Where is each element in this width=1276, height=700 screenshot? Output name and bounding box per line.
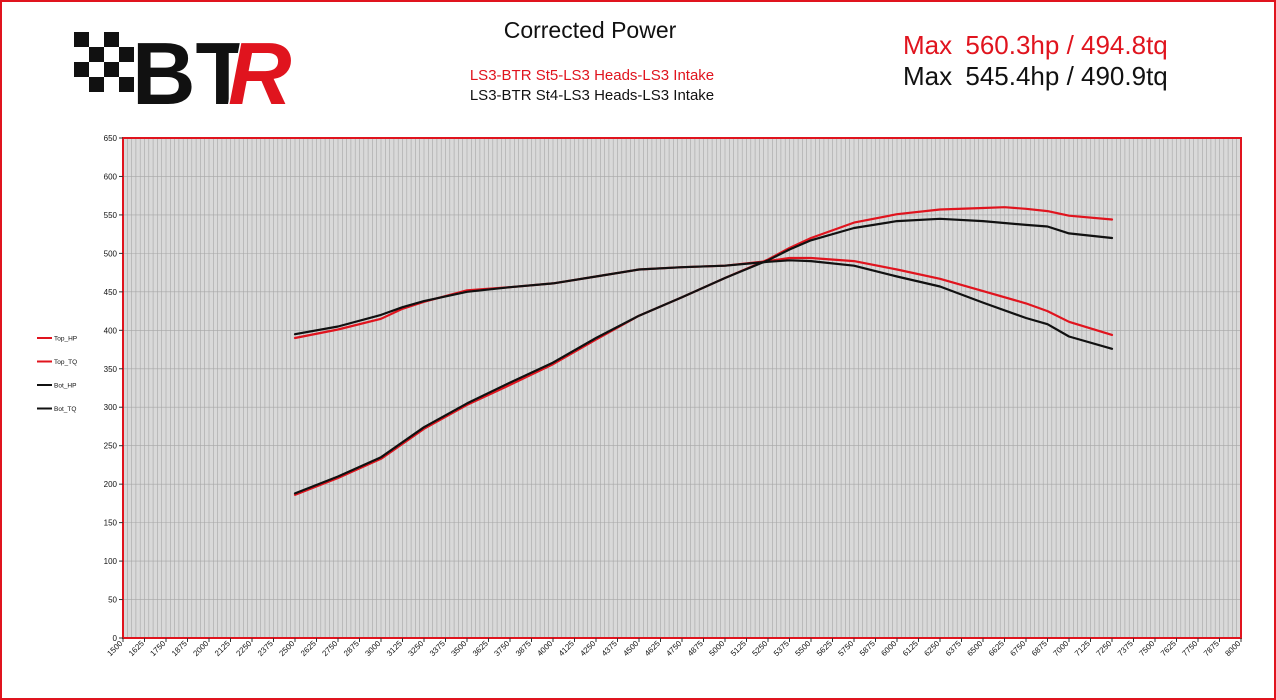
x-tick-label: 3125 (385, 639, 404, 658)
x-tick-label: 2375 (256, 639, 275, 658)
max-bottom-label: Max (903, 61, 953, 91)
x-tick-label: 2000 (191, 639, 210, 658)
x-tick-label: 3250 (406, 639, 425, 658)
legend-label: Top_HP (54, 336, 77, 343)
series-line-bot-tq (293, 259, 1114, 350)
x-tick-label: 6375 (944, 639, 963, 658)
y-tick-label: 300 (104, 403, 118, 412)
y-tick-label: 650 (104, 134, 118, 143)
y-tick-label: 350 (104, 365, 118, 374)
gridlines (122, 137, 1242, 639)
x-tick-label: 1875 (170, 639, 189, 658)
x-tick-label: 1500 (105, 639, 124, 658)
y-tick-label: 550 (104, 211, 118, 220)
x-tick-label: 7625 (1159, 639, 1178, 658)
y-tick-label: 200 (104, 480, 118, 489)
btr-logo: BT R (74, 23, 292, 115)
y-tick-label: 50 (108, 596, 117, 605)
y-tick-label: 100 (104, 557, 118, 566)
x-tick-label: 4500 (621, 639, 640, 658)
subtitle-bottom-engine: LS3-BTR St4-LS3 Heads-LS3 Intake (469, 87, 715, 104)
x-tick-label: 2625 (299, 639, 318, 658)
y-tick-label: 0 (113, 634, 118, 643)
legend: Top_HP Top_TQ Bot_HP Bot_TQ (37, 336, 77, 413)
y-tick-label: 400 (104, 326, 118, 335)
x-tick-label: 1625 (127, 639, 146, 658)
subtitle-top-engine: LS3-BTR St5-LS3 Heads-LS3 Intake (469, 67, 715, 84)
max-top-readout: Max 560.3hp / 494.8tq (903, 30, 1174, 61)
x-tick-label: 3875 (514, 639, 533, 658)
y-tick-label: 450 (104, 288, 118, 297)
legend-label: Bot_TQ (54, 406, 76, 413)
x-tick-label: 2750 (320, 639, 339, 658)
y-tick-label: 250 (104, 442, 118, 451)
x-tick-label: 7750 (1180, 639, 1199, 658)
x-tick-label: 7875 (1202, 639, 1221, 658)
x-tick-label: 6750 (1008, 639, 1027, 658)
x-tick-label: 6000 (879, 639, 898, 658)
x-tick-label: 4000 (535, 639, 554, 658)
x-tick-label: 5000 (707, 639, 726, 658)
x-tick-label: 5500 (793, 639, 812, 658)
x-tick-label: 2125 (213, 639, 232, 658)
x-tick-label: 7250 (1094, 639, 1113, 658)
series-line-bot-hp (293, 217, 1114, 495)
checkered-flag-icon (74, 32, 134, 92)
x-tick-label: 6125 (901, 639, 920, 658)
legend-label: Top_TQ (54, 359, 77, 366)
x-tick-label: 6500 (965, 639, 984, 658)
x-tick-label: 5250 (750, 639, 769, 658)
x-tick-label: 3375 (428, 639, 447, 658)
x-tick-label: 6875 (1030, 639, 1049, 658)
x-tick-label: 5625 (815, 639, 834, 658)
x-tick-label: 8000 (1223, 639, 1242, 658)
y-tick-label: 150 (104, 519, 118, 528)
logo-bt-letters: BT (132, 24, 249, 115)
x-tick-label: 6250 (922, 639, 941, 658)
x-tick-label: 5750 (836, 639, 855, 658)
x-tick-label: 7375 (1116, 639, 1135, 658)
x-tick-label: 2500 (277, 639, 296, 658)
x-tick-label: 4250 (578, 639, 597, 658)
x-tick-label: 3750 (492, 639, 511, 658)
x-tick-label: 2250 (234, 639, 253, 658)
legend-label: Bot_HP (54, 383, 76, 390)
x-tick-label: 2875 (342, 639, 361, 658)
x-tick-label: 4750 (664, 639, 683, 658)
max-bottom-value: 545.4hp / 490.9tq (965, 61, 1168, 91)
max-top-label: Max (903, 30, 953, 60)
x-tick-label: 7000 (1051, 639, 1070, 658)
logo-r-letter: R (228, 24, 292, 115)
x-tick-label: 5375 (772, 639, 791, 658)
x-tick-label: 7500 (1137, 639, 1156, 658)
max-top-value: 560.3hp / 494.8tq (965, 30, 1168, 60)
x-tick-label: 3000 (363, 639, 382, 658)
x-tick-label: 3625 (471, 639, 490, 658)
x-tick-label: 4125 (557, 639, 576, 658)
x-tick-label: 3500 (449, 639, 468, 658)
x-tick-label: 5125 (729, 639, 748, 658)
x-tick-label: 7125 (1073, 639, 1092, 658)
x-tick-label: 5875 (858, 639, 877, 658)
chart-title: Corrected Power (503, 17, 677, 43)
x-tick-label: 4625 (643, 639, 662, 658)
x-tick-label: 6625 (987, 639, 1006, 658)
x-tick-label: 4375 (600, 639, 619, 658)
y-tick-label: 500 (104, 249, 118, 258)
x-tick-label: 1750 (148, 639, 167, 658)
x-tick-label: 4875 (686, 639, 705, 658)
y-tick-label: 600 (104, 172, 118, 181)
max-bottom-readout: Max 545.4hp / 490.9tq (903, 61, 1174, 92)
